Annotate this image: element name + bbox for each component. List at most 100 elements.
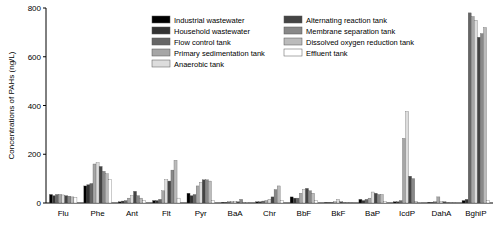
bar	[124, 201, 127, 203]
y-axis-label: Concentrations of PAHs (ng/L)	[7, 51, 16, 159]
y-tick	[43, 56, 46, 57]
bar	[290, 197, 293, 203]
bar	[383, 202, 386, 203]
y-tick	[43, 8, 46, 9]
x-tick-label: BkF	[331, 209, 345, 218]
bar	[84, 186, 87, 203]
x-tick-label: Phe	[90, 209, 105, 218]
y-tick-label: 600	[28, 53, 42, 62]
bar	[74, 198, 77, 203]
legend-label: Flow control tank	[174, 38, 231, 47]
x-tick-label: Pyr	[195, 209, 207, 218]
bar	[118, 202, 121, 203]
bar	[428, 202, 431, 203]
bar	[265, 201, 268, 203]
x-tick-label: BaP	[365, 209, 380, 218]
bar	[293, 198, 296, 203]
y-tick	[43, 203, 46, 204]
bar	[331, 202, 334, 203]
legend-swatch	[284, 38, 302, 45]
legend-swatch	[284, 49, 302, 56]
bar	[325, 202, 328, 203]
bar	[190, 196, 193, 203]
bar	[406, 112, 409, 203]
bar	[127, 198, 130, 203]
bar	[193, 194, 196, 203]
bar	[312, 193, 315, 203]
bar	[474, 20, 477, 203]
x-tick-label: BaA	[228, 209, 244, 218]
legend-swatch	[152, 38, 170, 45]
bar	[449, 202, 452, 203]
bar	[259, 202, 262, 203]
bar	[315, 201, 318, 203]
legend-label: Anaerobic tank	[174, 60, 224, 69]
bar	[434, 202, 437, 203]
bar	[415, 202, 418, 203]
bar	[480, 34, 483, 203]
bar	[274, 190, 277, 203]
bar	[337, 199, 340, 203]
legend-swatch	[284, 16, 302, 23]
bar	[102, 171, 105, 203]
bar	[130, 196, 133, 203]
bar	[143, 201, 146, 203]
bar	[211, 201, 214, 203]
legend-swatch	[284, 27, 302, 34]
bar	[393, 202, 396, 203]
bar	[177, 198, 180, 203]
bar	[399, 201, 402, 203]
legend-label: Household wastewater	[174, 27, 250, 36]
x-tick-label: Flt	[162, 209, 172, 218]
legend-label: Effluent tank	[306, 49, 348, 58]
bar	[256, 202, 259, 203]
bar	[65, 196, 68, 203]
bar	[159, 199, 162, 203]
bar	[231, 202, 234, 203]
y-tick	[43, 105, 46, 106]
bar	[380, 194, 383, 203]
bar	[208, 181, 211, 203]
legend-label: Membrane separation tank	[306, 27, 395, 36]
bar	[483, 28, 486, 204]
bar	[87, 185, 90, 203]
legend: Industrial wastewaterHousehold wastewate…	[152, 16, 414, 69]
bar	[237, 202, 240, 203]
y-tick-label: 800	[28, 4, 42, 13]
bar	[187, 193, 190, 203]
x-tick-label: Chr	[263, 209, 276, 218]
bar	[90, 184, 93, 204]
y-tick-label: 200	[28, 150, 42, 159]
bar	[277, 186, 280, 203]
y-tick-label: 400	[28, 102, 42, 111]
bar	[374, 193, 377, 203]
bar	[221, 202, 224, 203]
bar	[471, 17, 474, 203]
bar	[465, 199, 468, 203]
bar	[452, 202, 455, 203]
bar	[268, 199, 271, 203]
x-tick-label: Flu	[58, 209, 69, 218]
bar	[271, 197, 274, 203]
bar	[240, 199, 243, 203]
bar	[171, 170, 174, 203]
bar	[153, 201, 156, 203]
chart: 0200400600800Concentrations of PAHs (ng/…	[0, 0, 497, 229]
bar	[224, 202, 227, 203]
bar	[227, 202, 230, 203]
bar	[349, 202, 352, 203]
bar	[205, 180, 208, 203]
bar	[402, 138, 405, 203]
bar	[56, 194, 59, 203]
bar	[96, 163, 99, 203]
bar	[368, 198, 371, 203]
bar	[328, 202, 331, 203]
bar	[105, 174, 108, 203]
bar	[418, 202, 421, 203]
legend-label: Dissolved oxygen reduction tank	[306, 38, 414, 47]
bar	[462, 201, 465, 203]
legend-label: Primary sedimentation tank	[174, 49, 265, 58]
bar	[168, 181, 171, 203]
bar	[440, 202, 443, 203]
bar	[446, 202, 449, 203]
